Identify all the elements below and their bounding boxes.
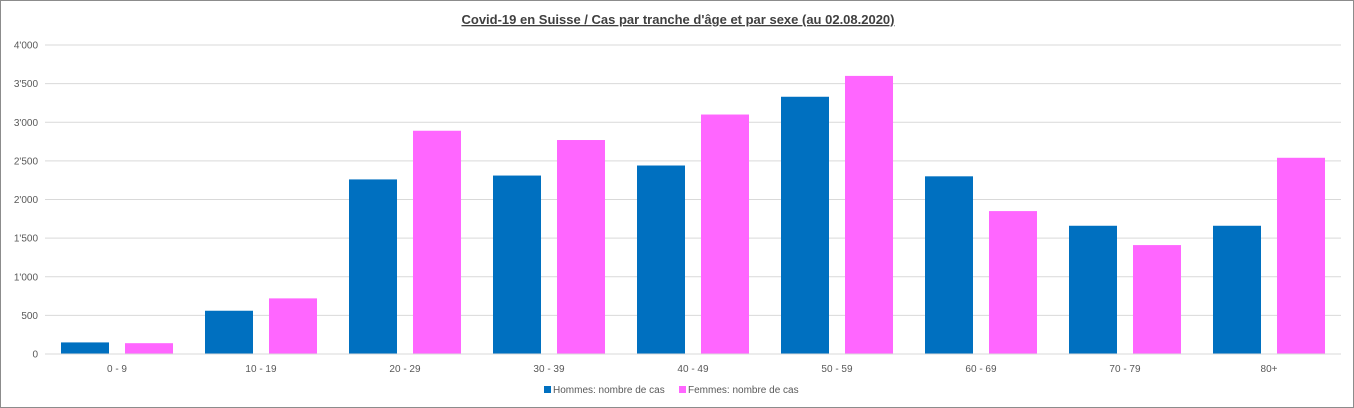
y-tick-label: 1'000 [14, 272, 39, 283]
legend-swatch [544, 386, 551, 393]
bar-femmes [125, 343, 173, 354]
bar-femmes [557, 140, 605, 354]
bar-femmes [413, 130, 461, 354]
bar-hommes [61, 342, 109, 354]
bar-femmes [269, 298, 317, 354]
legend-swatch [679, 386, 686, 393]
x-tick-label: 40 - 49 [677, 364, 709, 375]
y-tick-label: 4'000 [14, 41, 39, 52]
x-tick-label: 80+ [1261, 364, 1278, 375]
legend: Hommes: nombre de cas Femmes: nombre de c… [544, 385, 799, 396]
bar-femmes [989, 211, 1037, 354]
y-tick-label: 0 [32, 350, 38, 361]
y-tick-label: 3'500 [14, 79, 39, 90]
x-tick-label: 0 - 9 [107, 364, 127, 375]
bar-hommes [781, 96, 829, 354]
y-tick-label: 1'500 [14, 234, 39, 245]
bar-hommes [205, 310, 253, 354]
bar-hommes [1069, 225, 1117, 354]
x-tick-label: 30 - 39 [533, 364, 565, 375]
y-axis-ticks: 0 500 1'000 1'500 2'000 2'500 3'000 3'500 4'000 [14, 41, 39, 361]
bar-hommes [637, 165, 685, 354]
gridlines [45, 44, 1341, 316]
x-tick-label: 20 - 29 [389, 364, 421, 375]
y-tick-label: 500 [21, 311, 38, 322]
x-axis-ticks: 0 - 9 10 - 19 20 - 29 30 - 39 40 - 49 50 - 59… [107, 364, 1278, 375]
bar-femmes [1277, 157, 1325, 354]
bar-hommes [349, 179, 397, 354]
x-tick-label: 10 - 19 [245, 364, 277, 375]
legend-label: Femmes: nombre de cas [688, 385, 799, 396]
bar-femmes [1133, 245, 1181, 354]
y-tick-label: 2'000 [14, 195, 39, 206]
bars [61, 75, 1325, 355]
y-tick-label: 2'500 [14, 156, 39, 167]
bar-femmes [845, 75, 893, 355]
x-tick-label: 60 - 69 [965, 364, 997, 375]
chart-title: Covid-19 en Suisse / Cas par tranche d'â… [461, 12, 894, 27]
bar-hommes [925, 176, 973, 354]
x-tick-label: 70 - 79 [1109, 364, 1141, 375]
bar-hommes [1213, 225, 1261, 354]
x-tick-label: 50 - 59 [821, 364, 853, 375]
bar-femmes [701, 114, 749, 355]
y-tick-label: 3'000 [14, 118, 39, 129]
legend-label: Hommes: nombre de cas [553, 385, 665, 396]
bar-hommes [493, 175, 541, 354]
